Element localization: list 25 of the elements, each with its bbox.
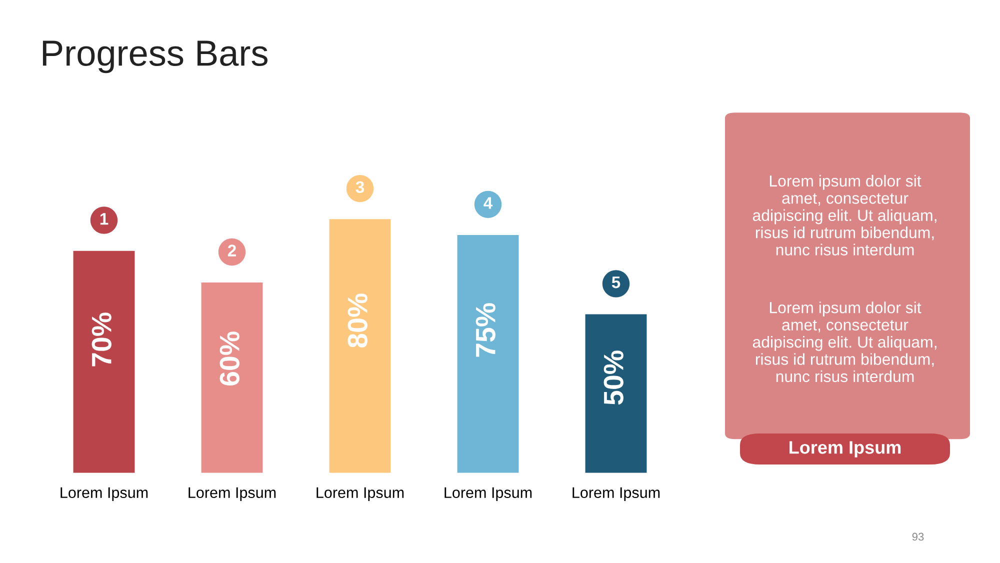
x-tick-label: Lorem Ipsum [60, 487, 148, 502]
x-tick-label: Lorem Ipsum [188, 487, 276, 502]
text: Lorem ipsum dolor sit amet, consectetur adipiscing elit. Ut aliquam, risus id rutrum bibendum, nunc risus interdum [752, 302, 936, 382]
bar [457, 234, 519, 473]
text: 93 [912, 532, 924, 541]
x-tick-label: Lorem Ipsum [444, 487, 532, 502]
text: Lorem Ipsum [790, 441, 901, 458]
data-label: 50% [604, 350, 624, 405]
data-label: 70% [92, 312, 112, 366]
annotation: 5 [612, 276, 620, 288]
annotation: 1 [100, 213, 108, 225]
data-label: 75% [476, 303, 496, 357]
text: 3 [356, 181, 364, 194]
x-tick-label: Lorem Ipsum [572, 487, 660, 502]
bar [585, 314, 647, 473]
text: 4 [484, 197, 493, 209]
data-label: 80% [348, 294, 368, 348]
bar [201, 282, 263, 473]
annotation: 2 [228, 244, 236, 256]
chart-title: Progress Bars [42, 40, 268, 74]
text: Lorem ipsum dolor sit amet, consectetur adipiscing elit. Ut aliquam, risus id rutrum bibendum, nunc risus interdum [752, 174, 936, 256]
bar [329, 219, 391, 473]
data-label: 60% [220, 332, 240, 386]
x-tick-label: Lorem Ipsum [316, 487, 404, 502]
bar [73, 250, 135, 473]
